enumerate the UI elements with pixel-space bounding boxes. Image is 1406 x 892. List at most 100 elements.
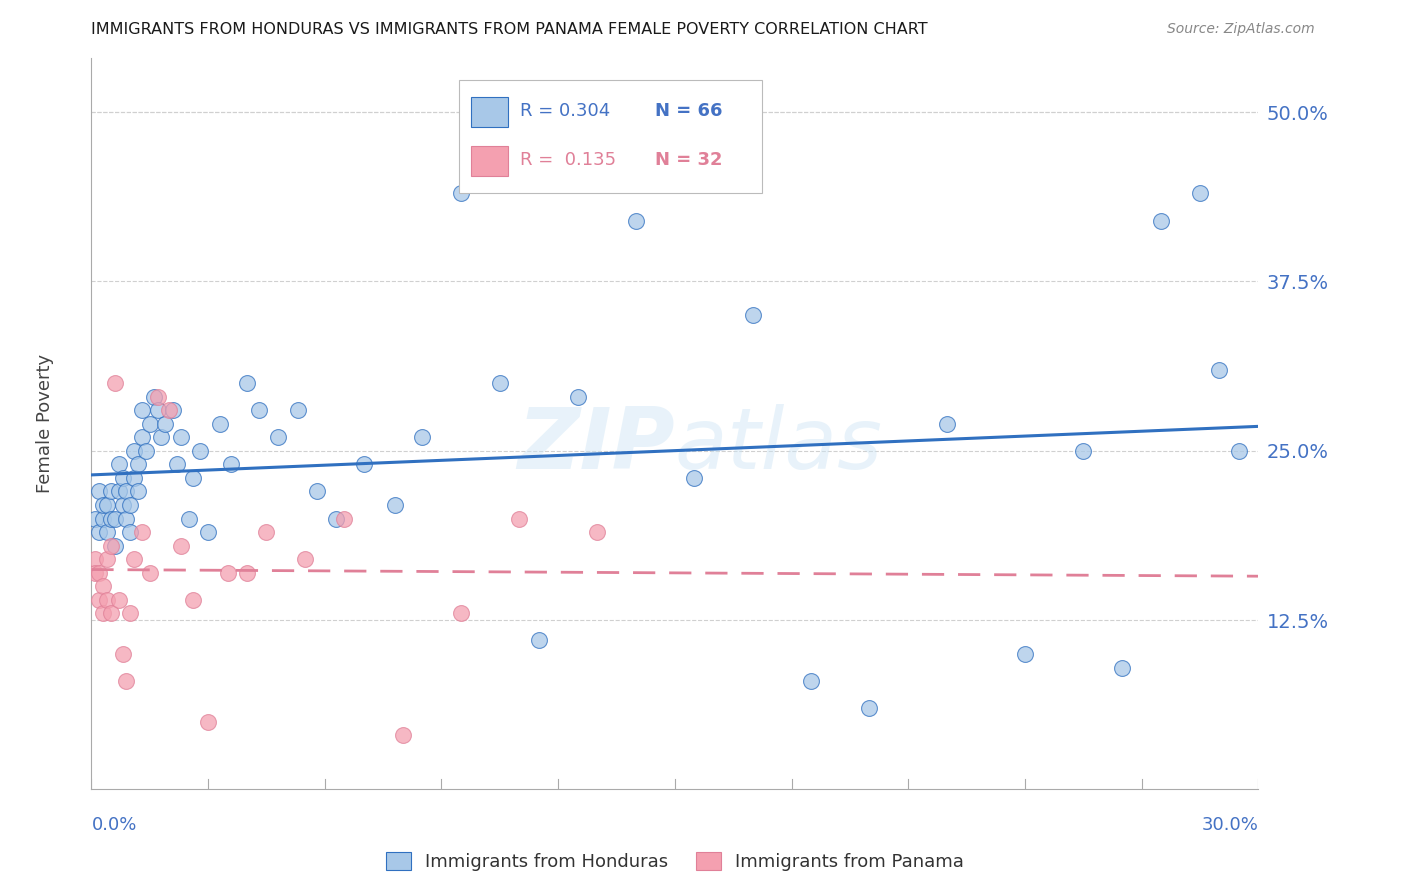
- Point: [236, 566, 259, 580]
- Point: [146, 390, 169, 404]
- Point: [936, 417, 959, 431]
- Point: [391, 728, 413, 742]
- Point: [208, 417, 231, 431]
- Point: [236, 376, 259, 390]
- Point: [131, 524, 153, 539]
- Point: [1014, 647, 1036, 661]
- Point: [135, 443, 157, 458]
- Point: [122, 552, 145, 566]
- Point: [181, 471, 204, 485]
- Point: [683, 471, 706, 485]
- Point: [96, 498, 118, 512]
- Point: [384, 498, 406, 512]
- Point: [181, 592, 204, 607]
- Point: [91, 579, 114, 593]
- Point: [96, 524, 118, 539]
- Point: [131, 430, 153, 444]
- Point: [858, 701, 880, 715]
- Point: [217, 566, 239, 580]
- Point: [1073, 443, 1095, 458]
- Point: [91, 607, 114, 621]
- Text: ZIP: ZIP: [517, 404, 675, 487]
- Point: [741, 309, 763, 323]
- Point: [107, 592, 129, 607]
- Text: N = 32: N = 32: [655, 152, 723, 169]
- Point: [1111, 660, 1133, 674]
- Point: [166, 458, 188, 472]
- Point: [411, 430, 433, 444]
- Point: [450, 607, 472, 621]
- Point: [177, 511, 200, 525]
- Point: [104, 511, 127, 525]
- Point: [256, 524, 278, 539]
- Point: [122, 443, 145, 458]
- Point: [1150, 213, 1173, 227]
- Point: [247, 403, 270, 417]
- Point: [170, 430, 193, 444]
- Legend: Immigrants from Honduras, Immigrants from Panama: Immigrants from Honduras, Immigrants fro…: [378, 846, 972, 879]
- Point: [267, 430, 290, 444]
- Point: [104, 539, 127, 553]
- Point: [100, 484, 122, 499]
- Point: [325, 511, 347, 525]
- Point: [89, 524, 111, 539]
- Point: [115, 484, 138, 499]
- Point: [115, 511, 138, 525]
- Point: [91, 498, 114, 512]
- Text: R = 0.304: R = 0.304: [520, 102, 610, 120]
- Point: [100, 539, 122, 553]
- Point: [111, 647, 134, 661]
- Point: [162, 403, 184, 417]
- Point: [84, 511, 107, 525]
- Point: [131, 403, 153, 417]
- Text: Source: ZipAtlas.com: Source: ZipAtlas.com: [1167, 22, 1315, 37]
- Point: [91, 511, 114, 525]
- Point: [100, 511, 122, 525]
- Text: 0.0%: 0.0%: [91, 816, 136, 834]
- Point: [197, 524, 219, 539]
- Point: [146, 403, 169, 417]
- Text: Female Poverty: Female Poverty: [35, 354, 53, 493]
- Point: [508, 511, 530, 525]
- Point: [305, 484, 328, 499]
- Point: [138, 566, 162, 580]
- Point: [142, 390, 165, 404]
- Point: [527, 633, 550, 648]
- Point: [120, 607, 142, 621]
- Point: [287, 403, 309, 417]
- Point: [221, 458, 243, 472]
- FancyBboxPatch shape: [471, 145, 508, 177]
- Point: [84, 552, 107, 566]
- Point: [100, 607, 122, 621]
- Point: [1208, 362, 1230, 376]
- Point: [138, 417, 162, 431]
- FancyBboxPatch shape: [471, 96, 508, 128]
- Point: [89, 592, 111, 607]
- Point: [84, 566, 107, 580]
- Point: [111, 471, 134, 485]
- Text: 30.0%: 30.0%: [1202, 816, 1258, 834]
- Point: [586, 524, 609, 539]
- Point: [107, 458, 129, 472]
- Point: [89, 566, 111, 580]
- Point: [120, 524, 142, 539]
- Point: [1227, 443, 1250, 458]
- Point: [567, 390, 589, 404]
- Point: [800, 674, 823, 689]
- Point: [333, 511, 356, 525]
- Point: [294, 552, 316, 566]
- Point: [157, 403, 180, 417]
- Point: [111, 498, 134, 512]
- Point: [122, 471, 145, 485]
- Point: [150, 430, 173, 444]
- Point: [197, 714, 219, 729]
- Point: [96, 552, 118, 566]
- Point: [89, 484, 111, 499]
- Point: [624, 213, 647, 227]
- Point: [450, 186, 472, 201]
- Point: [127, 484, 149, 499]
- Point: [353, 458, 375, 472]
- FancyBboxPatch shape: [458, 80, 762, 194]
- Point: [155, 417, 177, 431]
- Point: [107, 484, 129, 499]
